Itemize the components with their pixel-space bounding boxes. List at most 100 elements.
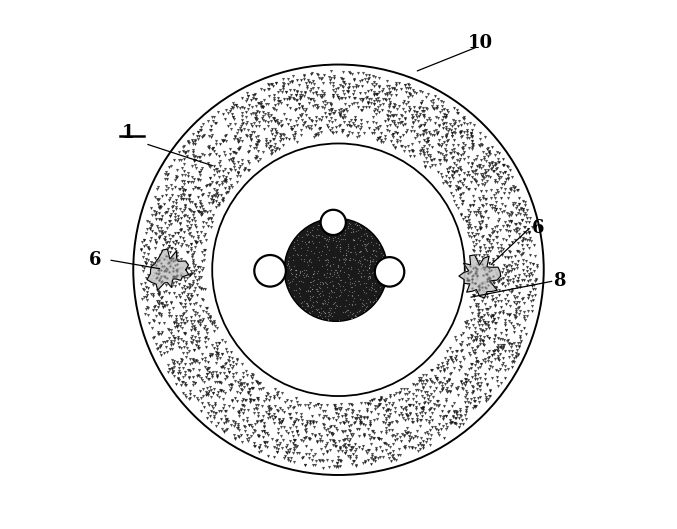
Point (197, 285, 208, 293)
Point (251, 107, 262, 115)
Point (190, 161, 200, 169)
Point (171, 271, 181, 280)
Point (414, 373, 424, 382)
Point (171, 266, 181, 274)
Point (376, 105, 387, 114)
Point (318, 70, 329, 79)
Point (482, 381, 493, 389)
Point (303, 121, 313, 130)
Point (399, 115, 410, 123)
Point (242, 166, 253, 175)
Point (296, 93, 307, 101)
Point (236, 405, 246, 413)
Point (345, 279, 355, 288)
Point (179, 273, 190, 282)
Point (373, 262, 384, 270)
Point (343, 270, 353, 278)
Point (362, 256, 372, 264)
Point (285, 436, 296, 445)
Point (328, 259, 338, 268)
Point (276, 406, 287, 415)
Point (475, 220, 485, 228)
Point (177, 195, 188, 204)
Point (180, 296, 191, 305)
Point (380, 439, 391, 447)
Point (173, 333, 183, 341)
Point (524, 243, 535, 252)
Point (369, 78, 380, 86)
Point (343, 311, 353, 319)
Point (496, 275, 506, 283)
Point (194, 316, 205, 324)
Point (348, 235, 359, 244)
Point (202, 192, 213, 200)
Point (180, 371, 191, 380)
Point (294, 104, 305, 112)
Point (290, 436, 301, 444)
Point (391, 129, 402, 138)
Point (253, 98, 264, 107)
Point (166, 256, 177, 264)
Point (178, 337, 189, 345)
Point (290, 272, 301, 280)
Point (300, 78, 311, 87)
Point (473, 299, 483, 308)
Point (391, 123, 402, 131)
Point (366, 396, 377, 404)
Point (250, 154, 261, 162)
Point (294, 104, 305, 112)
Point (177, 183, 188, 191)
Point (263, 410, 274, 418)
Point (452, 149, 462, 157)
Point (479, 166, 490, 174)
Point (232, 423, 243, 432)
Point (419, 394, 430, 403)
Point (192, 394, 202, 403)
Point (419, 142, 430, 150)
Point (259, 423, 269, 432)
Point (270, 79, 281, 88)
Point (289, 266, 300, 274)
Point (485, 194, 496, 202)
Point (480, 267, 491, 275)
Point (471, 288, 481, 296)
Point (184, 366, 195, 375)
Point (185, 269, 196, 278)
Point (177, 310, 188, 318)
Point (276, 417, 287, 425)
Point (344, 121, 355, 130)
Point (190, 340, 201, 349)
Point (386, 111, 397, 119)
Point (254, 107, 265, 116)
Point (193, 328, 204, 336)
Point (517, 260, 528, 268)
Point (175, 369, 185, 378)
Point (173, 212, 183, 220)
Point (212, 371, 223, 380)
Point (450, 352, 461, 360)
Point (172, 375, 183, 383)
Point (407, 395, 418, 403)
Point (206, 406, 217, 415)
Point (146, 233, 156, 242)
Point (337, 427, 348, 435)
Point (347, 309, 358, 318)
Point (250, 112, 261, 121)
Point (293, 240, 304, 248)
Point (284, 409, 295, 418)
Point (446, 417, 457, 426)
Point (253, 132, 263, 140)
Point (517, 241, 527, 250)
Point (350, 418, 361, 426)
Point (259, 429, 270, 437)
Point (260, 116, 271, 125)
Point (223, 364, 234, 373)
Point (269, 91, 280, 99)
Point (457, 345, 468, 354)
Point (383, 426, 394, 434)
Point (221, 406, 232, 415)
Point (353, 122, 364, 130)
Point (218, 194, 229, 202)
Point (292, 88, 303, 97)
Point (150, 244, 160, 252)
